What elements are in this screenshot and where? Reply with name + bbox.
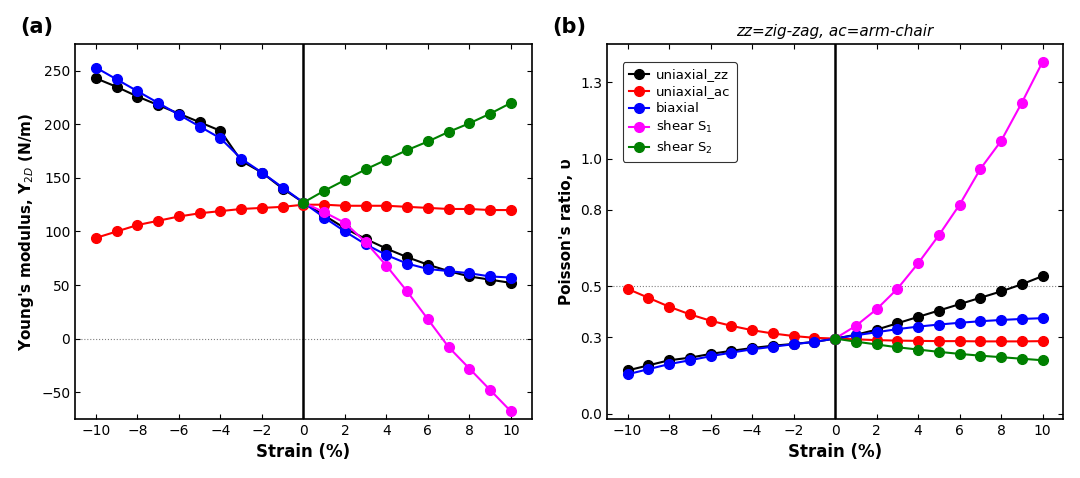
biaxial bbox=[912, 324, 924, 329]
biaxial bbox=[787, 341, 800, 347]
biaxial bbox=[725, 350, 738, 356]
shear S$_1$ bbox=[995, 138, 1008, 144]
uniaxial_zz bbox=[995, 289, 1008, 294]
uniaxial_ac bbox=[787, 333, 800, 339]
uniaxial_zz bbox=[932, 308, 945, 314]
uniaxial_ac bbox=[1036, 338, 1049, 344]
uniaxial_ac bbox=[954, 338, 967, 344]
uniaxial_zz bbox=[642, 362, 654, 368]
uniaxial_zz bbox=[1036, 273, 1049, 279]
uniaxial_ac bbox=[704, 318, 717, 324]
biaxial bbox=[849, 332, 862, 338]
Text: (b): (b) bbox=[552, 17, 586, 36]
uniaxial_ac bbox=[642, 295, 654, 301]
shear S$_2$ bbox=[849, 339, 862, 345]
uniaxial_zz bbox=[912, 314, 924, 320]
shear S$_2$ bbox=[954, 351, 967, 357]
Title: zz=zig-zag, ac=arm-chair: zz=zig-zag, ac=arm-chair bbox=[737, 24, 934, 39]
shear S$_1$ bbox=[891, 286, 904, 292]
uniaxial_zz bbox=[621, 368, 634, 373]
shear S$_2$ bbox=[870, 342, 883, 348]
uniaxial_ac bbox=[995, 338, 1008, 344]
biaxial bbox=[828, 336, 841, 341]
uniaxial_zz bbox=[808, 339, 821, 345]
shear S$_2$ bbox=[912, 347, 924, 352]
uniaxial_zz bbox=[725, 348, 738, 354]
uniaxial_ac bbox=[870, 337, 883, 343]
biaxial bbox=[745, 347, 758, 352]
uniaxial_ac bbox=[828, 336, 841, 341]
X-axis label: Strain (%): Strain (%) bbox=[256, 443, 351, 461]
uniaxial_ac bbox=[974, 338, 987, 344]
uniaxial_zz bbox=[974, 295, 987, 301]
uniaxial_ac bbox=[745, 327, 758, 333]
biaxial bbox=[704, 353, 717, 359]
Line: uniaxial_zz: uniaxial_zz bbox=[623, 271, 1048, 375]
biaxial bbox=[932, 322, 945, 327]
Y-axis label: Poisson's ratio, υ: Poisson's ratio, υ bbox=[559, 158, 575, 305]
shear S$_1$ bbox=[974, 166, 987, 172]
shear S$_1$ bbox=[1015, 100, 1028, 106]
uniaxial_ac bbox=[621, 286, 634, 292]
uniaxial_zz bbox=[954, 301, 967, 307]
Text: (a): (a) bbox=[21, 17, 53, 36]
uniaxial_zz bbox=[663, 358, 676, 363]
Line: biaxial: biaxial bbox=[623, 313, 1048, 379]
Y-axis label: Young's modulus, Y$_{2D}$ (N/m): Young's modulus, Y$_{2D}$ (N/m) bbox=[16, 112, 36, 351]
shear S$_2$ bbox=[974, 353, 987, 358]
uniaxial_zz bbox=[870, 327, 883, 333]
biaxial bbox=[995, 317, 1008, 323]
uniaxial_zz bbox=[849, 332, 862, 337]
biaxial bbox=[684, 358, 697, 363]
biaxial bbox=[974, 318, 987, 324]
shear S$_2$ bbox=[1036, 358, 1049, 363]
uniaxial_ac bbox=[891, 338, 904, 344]
biaxial bbox=[954, 320, 967, 326]
biaxial bbox=[663, 361, 676, 367]
shear S$_1$ bbox=[912, 261, 924, 266]
uniaxial_zz bbox=[704, 351, 717, 357]
biaxial bbox=[870, 329, 883, 335]
uniaxial_zz bbox=[787, 341, 800, 347]
uniaxial_zz bbox=[684, 355, 697, 360]
X-axis label: Strain (%): Strain (%) bbox=[788, 443, 882, 461]
Legend: uniaxial_zz, uniaxial_ac, biaxial, shear S$_1$, shear S$_2$: uniaxial_zz, uniaxial_ac, biaxial, shear… bbox=[622, 62, 737, 162]
shear S$_2$ bbox=[891, 344, 904, 350]
uniaxial_ac bbox=[849, 337, 862, 342]
shear S$_1$ bbox=[954, 202, 967, 207]
uniaxial_zz bbox=[1015, 282, 1028, 287]
uniaxial_ac bbox=[684, 312, 697, 317]
biaxial bbox=[891, 326, 904, 332]
uniaxial_ac bbox=[663, 304, 676, 310]
biaxial bbox=[642, 366, 654, 372]
uniaxial_ac bbox=[932, 338, 945, 344]
biaxial bbox=[621, 371, 634, 377]
biaxial bbox=[808, 339, 821, 345]
shear S$_1$ bbox=[1036, 59, 1049, 65]
Line: shear S$_2$: shear S$_2$ bbox=[831, 334, 1048, 365]
shear S$_2$ bbox=[995, 354, 1008, 360]
shear S$_1$ bbox=[870, 306, 883, 312]
uniaxial_ac bbox=[912, 338, 924, 344]
uniaxial_zz bbox=[745, 345, 758, 351]
Line: uniaxial_ac: uniaxial_ac bbox=[623, 284, 1048, 346]
uniaxial_ac bbox=[1015, 338, 1028, 344]
shear S$_1$ bbox=[849, 323, 862, 329]
shear S$_2$ bbox=[828, 336, 841, 341]
shear S$_2$ bbox=[932, 349, 945, 355]
biaxial bbox=[1015, 316, 1028, 322]
shear S$_1$ bbox=[932, 232, 945, 238]
shear S$_2$ bbox=[1015, 356, 1028, 361]
shear S$_1$ bbox=[828, 336, 841, 341]
uniaxial_zz bbox=[891, 320, 904, 326]
uniaxial_ac bbox=[725, 323, 738, 329]
uniaxial_zz bbox=[828, 336, 841, 341]
Line: shear S$_1$: shear S$_1$ bbox=[831, 57, 1048, 344]
uniaxial_zz bbox=[767, 343, 780, 348]
uniaxial_ac bbox=[808, 335, 821, 341]
biaxial bbox=[1036, 315, 1049, 321]
biaxial bbox=[767, 344, 780, 349]
uniaxial_ac bbox=[767, 331, 780, 337]
